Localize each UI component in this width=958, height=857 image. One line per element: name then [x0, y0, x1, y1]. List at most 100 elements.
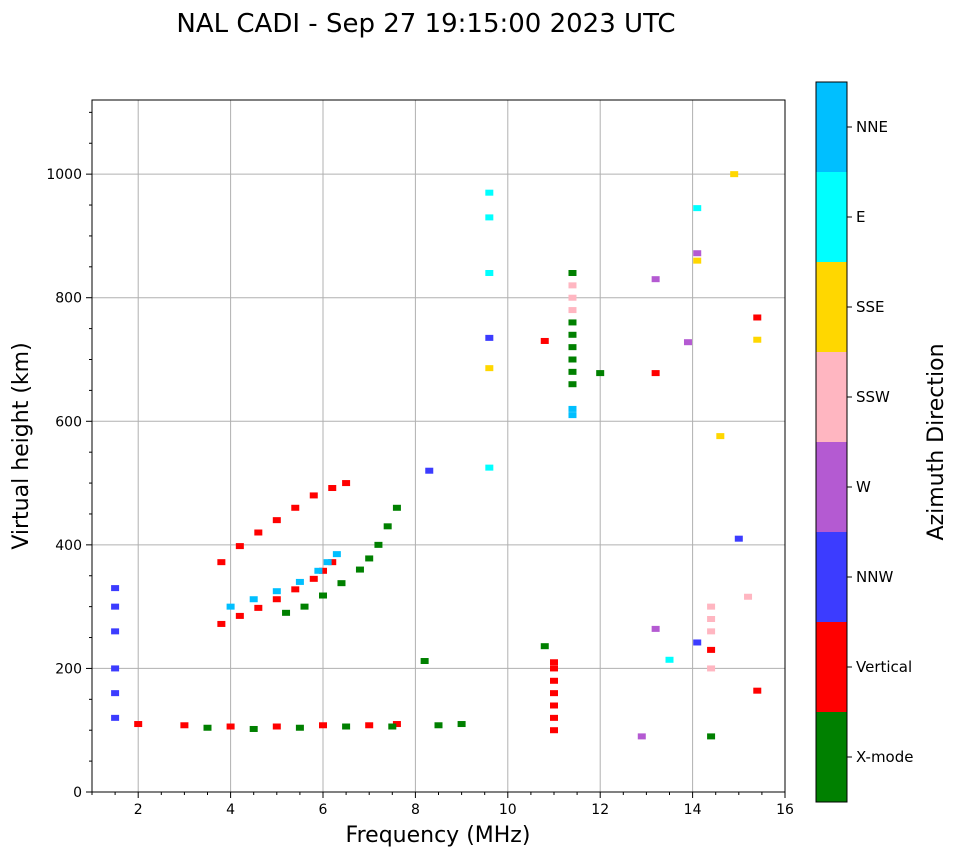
echo-mark	[568, 270, 577, 276]
y-tick-label: 400	[55, 538, 82, 554]
echo-mark	[568, 319, 577, 326]
y-tick-label: 0	[73, 785, 82, 801]
echo-mark	[744, 593, 753, 600]
echo-mark	[637, 733, 646, 740]
echo-mark	[693, 205, 702, 212]
echo-mark	[291, 586, 300, 593]
echo-mark	[111, 714, 120, 721]
echo-mark	[111, 585, 120, 592]
x-tick-label: 14	[684, 802, 702, 818]
echo-mark	[485, 334, 494, 341]
echo-mark	[753, 314, 762, 321]
echo-mark	[249, 725, 258, 732]
colorbar-segment	[816, 442, 847, 532]
x-tick-label: 10	[499, 802, 517, 818]
echo-mark	[291, 504, 300, 511]
echo-mark	[314, 567, 323, 574]
echo-mark	[485, 189, 494, 196]
colorbar-segment	[816, 532, 847, 622]
echo-mark	[550, 690, 558, 697]
echo-mark	[392, 504, 401, 511]
echo-mark	[319, 592, 327, 599]
echo-mark	[319, 722, 327, 729]
echo-mark	[707, 733, 716, 740]
echo-mark	[235, 612, 244, 619]
echo-mark	[254, 529, 263, 536]
echo-mark	[683, 339, 692, 346]
echo-mark	[249, 596, 258, 603]
echo-mark	[707, 665, 716, 672]
echo-mark	[420, 658, 429, 665]
x-tick-label: 4	[226, 802, 235, 818]
colorbar-tick-label: E	[856, 208, 865, 226]
echo-mark	[272, 588, 281, 595]
echo-mark	[693, 250, 702, 257]
echo-mark	[568, 331, 577, 338]
colorbar-label: Azimuth Direction	[924, 343, 949, 540]
echo-mark	[707, 603, 716, 610]
echo-mark	[730, 171, 739, 178]
y-tick-label: 200	[55, 661, 82, 677]
echo-mark	[651, 370, 660, 377]
echo-mark	[226, 723, 235, 730]
echo-mark	[716, 433, 725, 440]
colorbar-tick-label: SSE	[856, 298, 885, 316]
echo-mark	[707, 646, 716, 653]
echo-mark	[272, 723, 281, 730]
echo-mark	[309, 575, 318, 582]
axis-ticks: 2 4 6 8 10 12 14 16 0 200 400 600 800 1000	[46, 111, 794, 818]
plot-frame	[91, 99, 786, 793]
echo-mark	[374, 541, 383, 548]
x-axis-label: Frequency (MHz)	[346, 823, 531, 848]
echo-mark	[651, 625, 660, 632]
echo-mark	[550, 702, 558, 709]
echo-mark	[434, 722, 443, 729]
x-tick-label: 6	[319, 802, 328, 818]
echo-mark	[568, 356, 577, 363]
echo-mark	[365, 722, 374, 729]
echo-mark	[707, 616, 716, 622]
colorbar-segment	[816, 172, 847, 262]
echo-mark	[272, 517, 281, 524]
echo-mark	[235, 543, 244, 550]
x-tick-label: 12	[591, 802, 609, 818]
echo-mark	[568, 344, 577, 351]
echo-mark	[111, 628, 120, 635]
echo-mark	[485, 270, 494, 276]
echo-mark	[355, 566, 364, 573]
echo-mark	[707, 628, 716, 635]
echo-mark	[203, 724, 212, 731]
x-tick-label: 8	[411, 802, 420, 818]
echo-mark	[540, 337, 549, 344]
echo-mark	[550, 659, 558, 666]
echo-mark	[111, 603, 120, 610]
echo-mark	[693, 257, 702, 264]
colorbar-tick-label: X-mode	[856, 748, 913, 766]
echo-mark	[319, 567, 327, 574]
echo-mark	[365, 555, 374, 562]
echo-mark	[568, 307, 577, 314]
echo-mark	[342, 480, 351, 487]
grid-lines	[92, 100, 785, 792]
y-tick-label: 1000	[46, 167, 82, 183]
echo-mark	[665, 656, 674, 663]
colorbar-segment	[816, 622, 847, 712]
echo-mark	[217, 620, 226, 627]
echo-mark	[596, 370, 605, 377]
colorbar-segment	[816, 82, 847, 172]
echo-mark	[226, 603, 235, 610]
echo-mark	[485, 365, 494, 372]
echo-mark	[540, 643, 549, 650]
echo-mark	[568, 282, 577, 289]
colorbar-segment	[816, 352, 847, 442]
echo-mark	[568, 412, 577, 419]
echo-mark	[332, 551, 341, 558]
echo-mark	[309, 492, 318, 499]
echo-mark	[568, 294, 577, 301]
echo-mark	[383, 523, 392, 530]
chart-title: NAL CADI - Sep 27 19:15:00 2023 UTC	[176, 9, 675, 39]
colorbar-tick-label: SSW	[856, 388, 890, 406]
colorbar-segment	[816, 262, 847, 352]
echo-mark	[337, 580, 346, 587]
echo-mark	[734, 535, 743, 542]
